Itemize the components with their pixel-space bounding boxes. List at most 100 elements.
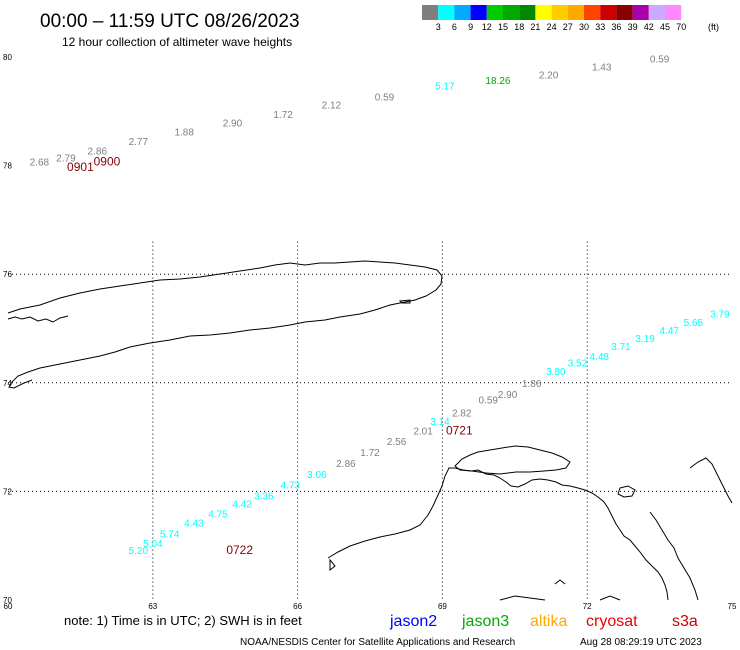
wave-height-value: 18.26 bbox=[485, 76, 510, 87]
longitude-label: 60 bbox=[4, 602, 13, 611]
legend-swatch bbox=[422, 5, 439, 20]
wave-height-value: 3.79 bbox=[710, 310, 730, 321]
legend-unit: (ft) bbox=[708, 22, 719, 32]
wave-height-value: 1.72 bbox=[273, 110, 293, 121]
longitude-label: 63 bbox=[148, 602, 157, 611]
satellite-legend: jason2 jason3 altika cryosat s3a bbox=[389, 613, 698, 630]
latitude-label: 76 bbox=[3, 270, 12, 279]
legend-label: 24 bbox=[547, 22, 557, 32]
legend-label: 36 bbox=[611, 22, 621, 32]
wave-height-value: 1.72 bbox=[360, 448, 380, 459]
legend-label: 33 bbox=[595, 22, 605, 32]
wave-height-value: 3.06 bbox=[307, 470, 327, 481]
latitude-label: 80 bbox=[3, 53, 12, 62]
wave-height-value: 4.47 bbox=[660, 326, 680, 337]
legend-swatch bbox=[486, 5, 503, 20]
legend-swatch bbox=[648, 5, 665, 20]
legend-swatch bbox=[503, 5, 520, 20]
wave-height-value: 3.71 bbox=[611, 342, 631, 353]
wave-height-value: 3.80 bbox=[546, 367, 566, 378]
legend-swatch bbox=[600, 5, 617, 20]
legend-swatch bbox=[551, 5, 568, 20]
pass-time-label: 0722 bbox=[226, 543, 253, 557]
legend-swatch bbox=[665, 5, 682, 20]
wave-height-value: 5.20 bbox=[129, 546, 149, 557]
legend-swatch bbox=[519, 5, 536, 20]
wave-height-value: 0.59 bbox=[375, 92, 395, 103]
satellite-altika: altika bbox=[530, 613, 567, 630]
legend-swatch bbox=[454, 5, 471, 20]
legend-label: 15 bbox=[498, 22, 508, 32]
wave-height-value: 2.01 bbox=[413, 426, 433, 437]
wave-height-observations: 0.59 1.43 2.20 18.26 5.17 0.59 2.12 1.72 2.90 1.8… bbox=[30, 54, 730, 556]
map-subtitle: 12 hour collection of altimeter wave hei… bbox=[62, 35, 292, 49]
legend-label: 3 bbox=[436, 22, 441, 32]
wave-height-value: 4.43 bbox=[184, 519, 204, 530]
legend-swatch bbox=[632, 5, 649, 20]
east-coast bbox=[689, 457, 733, 504]
wave-height-value: 1.43 bbox=[592, 63, 612, 74]
south-coast-fragment bbox=[329, 558, 336, 572]
wave-height-value: 2.79 bbox=[56, 153, 76, 164]
wave-height-value: 2.86 bbox=[336, 459, 356, 470]
wave-height-value: 4.73 bbox=[281, 481, 301, 492]
mainland-coast bbox=[327, 467, 669, 601]
wave-height-value: 4.48 bbox=[590, 352, 610, 363]
wave-height-value: 3.52 bbox=[568, 359, 588, 370]
legend-label: 9 bbox=[468, 22, 473, 32]
satellite-s3a: s3a bbox=[672, 613, 698, 630]
credit-line: NOAA/NESDIS Center for Satellite Applica… bbox=[240, 637, 515, 648]
legend-swatch bbox=[567, 5, 584, 20]
wave-height-value: 3.14 bbox=[430, 417, 450, 428]
latitude-label: 72 bbox=[3, 487, 12, 496]
legend-label: 21 bbox=[530, 22, 540, 32]
wave-height-value: 5.65 bbox=[684, 318, 704, 329]
map-area bbox=[8, 57, 732, 602]
bay-island bbox=[617, 485, 636, 498]
wave-height-value: 2.20 bbox=[539, 71, 559, 82]
legend-swatch bbox=[535, 5, 552, 20]
map-title: 00:00 – 11:59 UTC 08/26/2023 bbox=[40, 11, 300, 32]
northern-island-coast bbox=[7, 260, 443, 389]
wave-height-value: 2.90 bbox=[498, 390, 518, 401]
longitude-label: 72 bbox=[583, 602, 592, 611]
longitude-label: 75 bbox=[728, 602, 737, 611]
wave-height-value: 2.90 bbox=[223, 119, 243, 130]
wave-height-value: 1.88 bbox=[174, 128, 194, 139]
wave-height-value: 2.82 bbox=[452, 408, 472, 419]
legend-swatch bbox=[470, 5, 487, 20]
legend-label: 39 bbox=[628, 22, 638, 32]
inner-island-notch bbox=[398, 299, 411, 304]
wave-height-value: 2.68 bbox=[30, 158, 50, 169]
coastline bbox=[7, 260, 733, 601]
latitude-label: 74 bbox=[3, 379, 12, 388]
east-coast-inlet bbox=[649, 511, 699, 601]
wave-height-value: 3.36 bbox=[254, 492, 274, 503]
wave-height-value: 2.77 bbox=[129, 137, 149, 148]
pass-time-label: 0900 bbox=[94, 155, 121, 169]
wave-height-value: 2.12 bbox=[322, 101, 342, 112]
legend-swatch bbox=[438, 5, 455, 20]
legend-label: 70 bbox=[676, 22, 686, 32]
wave-height-value: 5.74 bbox=[160, 530, 180, 541]
legend-label: 45 bbox=[660, 22, 670, 32]
legend-swatch bbox=[616, 5, 633, 20]
satellite-cryosat: cryosat bbox=[586, 613, 638, 630]
wave-height-value: 3.19 bbox=[635, 334, 655, 345]
satellite-jason2: jason2 bbox=[389, 613, 437, 630]
units-note: note: 1) Time is in UTC; 2) SWH is in fe… bbox=[64, 613, 302, 628]
southern-island-coast bbox=[7, 315, 69, 323]
wave-height-value: 5.04 bbox=[143, 539, 163, 550]
legend-label: 6 bbox=[452, 22, 457, 32]
pass-time-label: 0901 bbox=[67, 160, 94, 174]
wave-height-value: 4.42 bbox=[232, 500, 252, 511]
pass-time-label: 0721 bbox=[446, 423, 473, 437]
legend-label: 12 bbox=[482, 22, 492, 32]
peninsula-coast bbox=[454, 445, 571, 475]
wave-height-color-legend: 3 6 9 12 15 18 21 24 27 30 33 36 39 42 45 70 (ft) bbox=[422, 5, 719, 32]
generation-timestamp: Aug 28 08:29:19 UTC 2023 bbox=[580, 637, 702, 648]
longitude-label: 66 bbox=[293, 602, 302, 611]
legend-label: 27 bbox=[563, 22, 573, 32]
